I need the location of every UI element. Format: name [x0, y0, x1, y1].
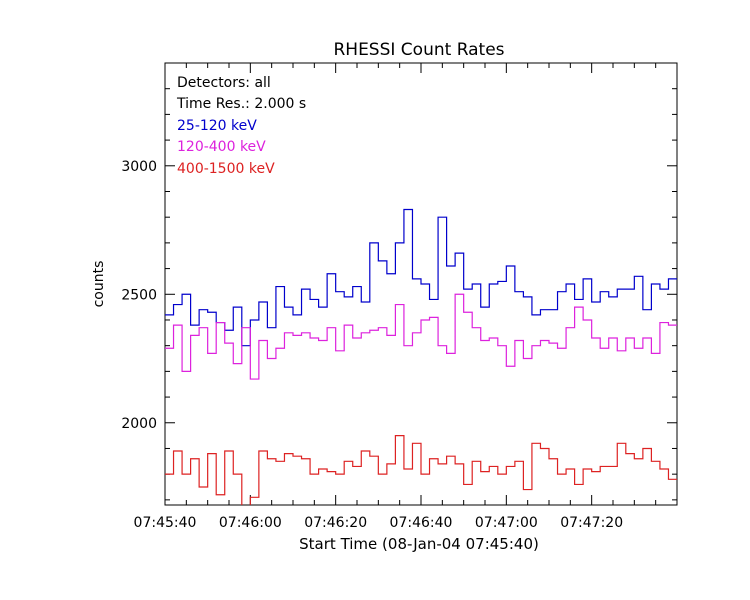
x-tick-label-1: 07:46:00: [219, 515, 282, 531]
x-tick-marks: [164, 63, 593, 505]
y-tick-label-2: 3000: [121, 159, 157, 175]
chart-title: RHESSI Count Rates: [333, 40, 504, 60]
x-tick-labels: 07:45:40 07:46:00 07:46:20 07:46:40 07:47:00…: [134, 515, 624, 531]
x-tick-label-3: 07:46:40: [390, 515, 453, 531]
legend-400-1500-kev: 400-1500 keV: [177, 161, 275, 177]
y-tick-marks: [165, 165, 677, 424]
y-tick-labels: 2000 2500 3000: [121, 159, 157, 432]
annotation-time-resolution: Time Res.: 2.000 s: [176, 96, 306, 112]
x-tick-label-0: 07:45:40: [134, 515, 197, 531]
legend: Detectors: all Time Res.: 2.000 s 25-120…: [176, 75, 306, 177]
series-group: [165, 208, 677, 505]
y-tick-label-0: 2000: [121, 416, 157, 432]
y-tick-label-1: 2500: [121, 287, 157, 303]
minor-ticks: [165, 62, 677, 505]
x-tick-label-4: 07:47:00: [475, 515, 538, 531]
series-line-1: [165, 293, 677, 380]
y-axis-label: counts: [91, 261, 107, 308]
legend-120-400-kev: 120-400 keV: [177, 139, 266, 155]
x-tick-label-2: 07:46:20: [304, 515, 367, 531]
x-axis-label: Start Time (08-Jan-04 07:45:40): [299, 535, 539, 553]
annotation-detectors: Detectors: all: [177, 75, 271, 91]
x-tick-label-5: 07:47:20: [560, 515, 623, 531]
legend-25-120-kev: 25-120 keV: [177, 118, 257, 134]
series-line-2: [165, 435, 677, 505]
